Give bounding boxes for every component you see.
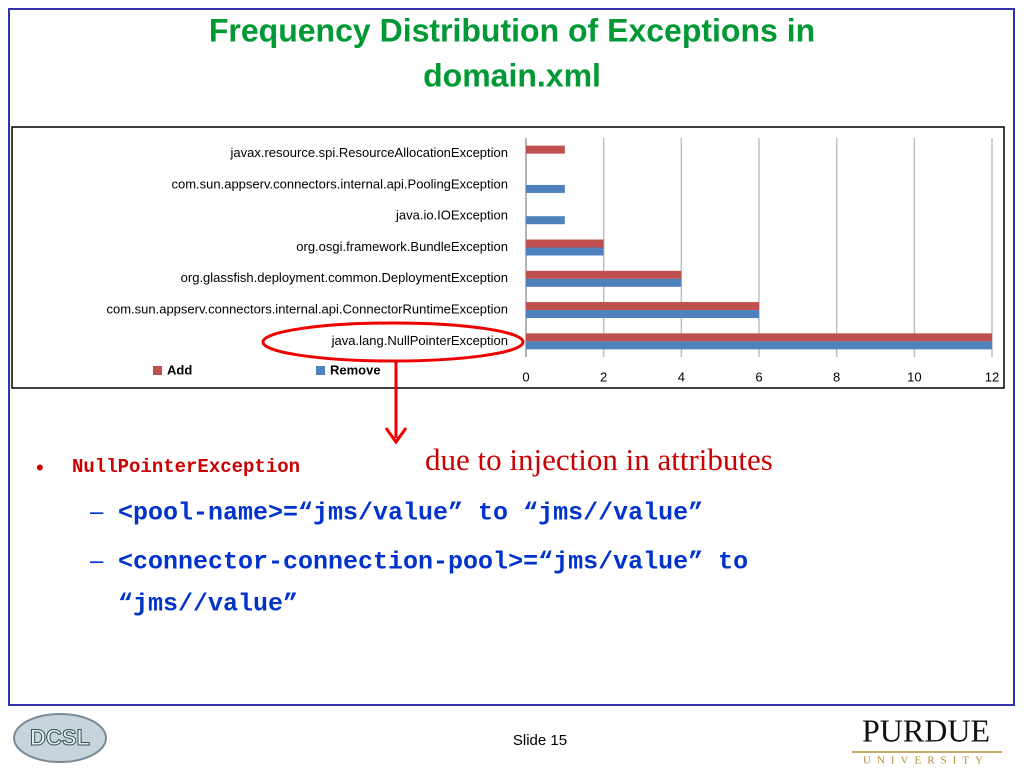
title: domain.xml — [423, 57, 601, 93]
x-tick-label: 8 — [833, 369, 840, 384]
slide-border — [8, 8, 1015, 706]
logo-right: PURDUE — [862, 712, 990, 748]
bar — [526, 302, 759, 311]
dash: – — [90, 498, 104, 525]
bar — [526, 216, 565, 225]
bullet-text: due to injection in attributes — [425, 442, 773, 477]
y-tick-label: javax.resource.spi.ResourceAllocationExc… — [230, 145, 508, 160]
code-text: NullPointerException — [72, 456, 300, 478]
bar — [526, 341, 992, 350]
logo-left: DCSL — [30, 725, 90, 750]
x-tick-label: 10 — [907, 369, 921, 384]
x-tick-label: 0 — [522, 369, 529, 384]
y-tick-label: org.glassfish.deployment.common.Deployme… — [181, 270, 508, 285]
logo-right-sub: UNIVERSITY — [863, 755, 989, 767]
y-tick-label: java.io.IOException — [395, 208, 508, 223]
x-tick-label: 6 — [755, 369, 762, 384]
bar — [526, 278, 682, 287]
x-tick-label: 12 — [985, 369, 999, 384]
chart: 0 2 4 6 8 10 12 javax.resource.spi.ResourceAllo… — [106, 138, 999, 384]
x-tick-label: 2 — [600, 369, 607, 384]
bar — [526, 145, 565, 154]
sub-bullet: “jms//value” — [118, 590, 298, 619]
x-tick-label: 4 — [678, 369, 685, 384]
y-tick-label: java.lang.NullPointerException — [331, 333, 508, 348]
bullet: • — [36, 455, 44, 480]
dash: – — [90, 547, 104, 574]
bar — [526, 184, 565, 193]
bar — [526, 310, 759, 319]
sub-bullet: <pool-name>=“jms/value” to “jms//value” — [118, 499, 703, 528]
slide-number: Slide 15 — [513, 732, 567, 749]
y-tick-label: org.osgi.framework.BundleException — [296, 239, 508, 254]
y-tick-label: com.sun.appserv.connectors.internal.api.… — [106, 302, 508, 317]
legend-label: Remove — [330, 362, 381, 377]
bar — [526, 239, 604, 248]
sub-bullet: <connector-connection-pool>=“jms/value” … — [118, 548, 748, 577]
bar — [526, 333, 992, 342]
arrow-head — [384, 427, 408, 445]
y-tick-label: com.sun.appserv.connectors.internal.api.… — [171, 176, 508, 191]
logo-shape — [13, 713, 107, 763]
legend-label: Add — [167, 362, 192, 377]
bar — [526, 270, 682, 279]
title: Frequency Distribution of Exceptions in — [209, 12, 815, 48]
legend-swatch — [153, 366, 162, 375]
bar — [526, 247, 604, 256]
highlight-ellipse — [261, 321, 525, 363]
legend-swatch — [316, 366, 325, 375]
